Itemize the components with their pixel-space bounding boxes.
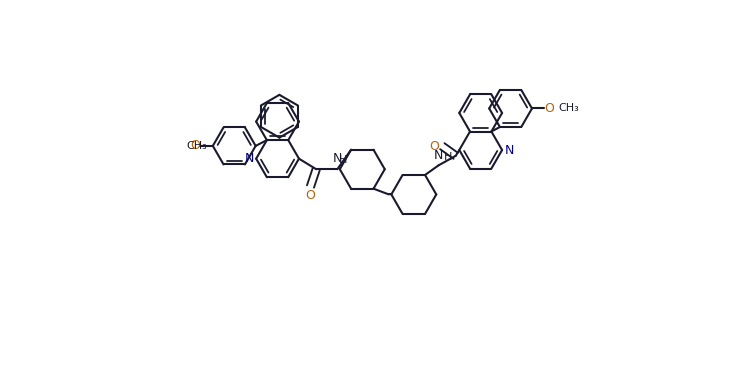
Text: O: O — [306, 189, 315, 203]
Text: CH₃: CH₃ — [559, 103, 579, 114]
Text: H: H — [339, 155, 347, 165]
Text: CH₃: CH₃ — [186, 141, 207, 151]
Text: O: O — [430, 140, 439, 153]
Text: O: O — [545, 102, 554, 115]
Text: N: N — [504, 144, 514, 156]
Text: N: N — [434, 149, 443, 162]
Text: N: N — [332, 152, 342, 165]
Text: O: O — [190, 139, 200, 152]
Text: H: H — [444, 152, 453, 162]
Text: N: N — [244, 152, 254, 165]
